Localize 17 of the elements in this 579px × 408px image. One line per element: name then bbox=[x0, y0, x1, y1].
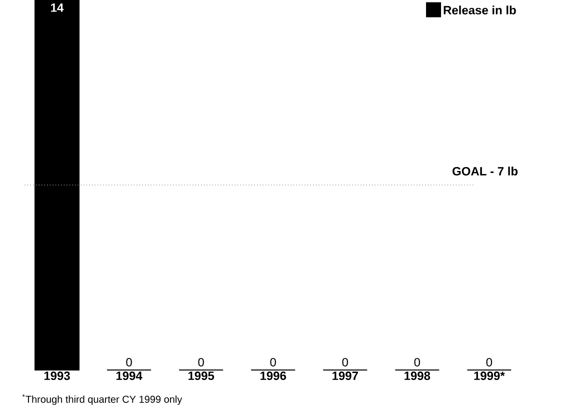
data-label: 0 bbox=[198, 358, 204, 366]
ref-line-label: GOAL - 7 lb bbox=[452, 166, 518, 176]
data-label: 0 bbox=[270, 358, 276, 366]
data-label: 0 bbox=[486, 358, 492, 366]
x-tick-label: 1995 bbox=[188, 372, 214, 380]
data-label: 0 bbox=[414, 358, 420, 366]
data-label: 0 bbox=[342, 358, 348, 366]
x-tick-label: 1999* bbox=[474, 372, 505, 380]
x-tick-label: 1994 bbox=[116, 372, 142, 380]
legend-label: Release in lb bbox=[444, 6, 516, 14]
text: $^{*}$Through third quarter CY 1999 only bbox=[22, 394, 182, 405]
data-label: 0 bbox=[126, 358, 132, 366]
data-label: 14 bbox=[51, 4, 64, 12]
x-tick-label: 1997 bbox=[332, 372, 358, 380]
x-tick-label: 1996 bbox=[260, 372, 286, 380]
x-tick-label: 1993 bbox=[44, 372, 70, 380]
x-tick-label: 1998 bbox=[404, 372, 430, 380]
